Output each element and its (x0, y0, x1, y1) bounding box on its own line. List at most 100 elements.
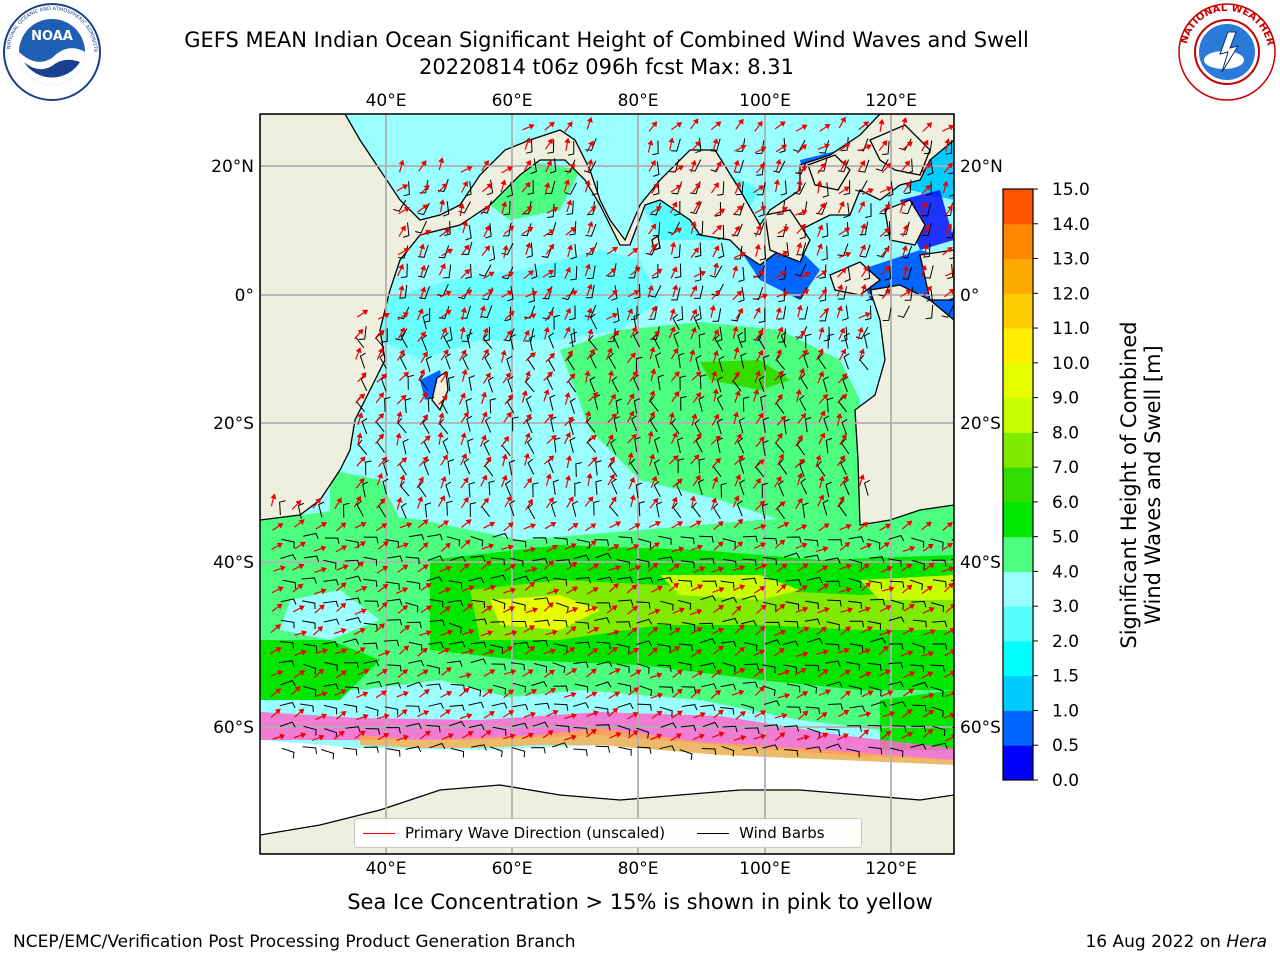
wind-barb (822, 499, 829, 516)
wave-arrow (921, 139, 929, 152)
wind-barb (448, 376, 455, 392)
wave-arrow (566, 373, 576, 384)
wave-arrow (335, 670, 347, 679)
wind-barb (869, 556, 885, 563)
wave-arrow (483, 271, 495, 280)
wave-arrow (607, 370, 615, 384)
wave-arrow (459, 672, 472, 679)
wave-arrow (606, 605, 618, 614)
wave-arrow (563, 431, 571, 445)
wave-arrow (942, 180, 949, 194)
wave-arrow (376, 347, 384, 360)
wind-barb (507, 376, 514, 393)
wave-arrow (544, 182, 551, 195)
wave-arrow (922, 728, 934, 738)
wave-arrow (353, 495, 362, 508)
wave-arrow (837, 709, 850, 718)
lat-label-right-60s: 60°S (960, 718, 1001, 738)
wind-barb (758, 201, 765, 218)
wind-barb (865, 203, 872, 218)
wave-arrow (689, 520, 702, 528)
wind-barb (786, 579, 802, 586)
wave-arrow (648, 159, 656, 172)
wave-arrow (753, 185, 765, 194)
wave-arrow (481, 411, 488, 424)
wind-barb (541, 245, 553, 258)
wave-arrow (292, 605, 305, 613)
wave-arrow (584, 263, 591, 277)
wave-arrow (882, 711, 896, 718)
wind-barb (671, 287, 681, 301)
wave-arrow (584, 496, 594, 507)
wave-arrow (461, 289, 473, 298)
wave-arrow (818, 475, 825, 489)
wave-arrow (797, 563, 809, 572)
wind-barb (718, 355, 725, 372)
wave-arrow (777, 226, 790, 234)
wave-arrow (417, 710, 430, 717)
wave-arrow (314, 691, 328, 697)
wind-barb (527, 503, 536, 520)
wave-arrow (902, 545, 916, 552)
wave-arrow (272, 523, 284, 531)
wave-arrow (479, 434, 487, 447)
wind-barb (889, 580, 905, 588)
legend-item-wave-direction: Primary Wave Direction (unscaled) (363, 824, 665, 842)
wind-barb (910, 743, 927, 750)
wind-barb (594, 539, 609, 546)
wave-arrow (480, 497, 489, 509)
colorbar-tick-label: 0.0 (1052, 771, 1079, 791)
wave-arrow (650, 368, 657, 382)
wave-arrow (649, 453, 656, 467)
wind-barb (613, 307, 620, 324)
wave-arrow (795, 388, 802, 402)
wind-barb (403, 181, 410, 197)
wind-barb (657, 643, 671, 653)
wave-arrow (481, 560, 492, 570)
wind-barb (303, 686, 317, 696)
wave-arrow (755, 329, 764, 341)
wave-arrow (754, 146, 767, 154)
wave-arrow (356, 456, 366, 467)
wind-barb (720, 707, 735, 715)
wind-barb (466, 332, 473, 349)
wind-barb (379, 352, 387, 369)
wave-arrow (860, 582, 871, 592)
wind-barb (553, 314, 561, 330)
wind-barb (697, 479, 705, 495)
wave-arrow (776, 326, 784, 339)
wave-arrow (817, 162, 826, 174)
wind-barb (673, 244, 681, 259)
colorbar-title: Significant Height of Combined Wind Wave… (1117, 320, 1165, 650)
wave-arrow (563, 416, 574, 427)
wind-barb (425, 355, 432, 372)
wave-arrow (691, 584, 704, 592)
wave-arrow (732, 411, 739, 425)
wave-arrow (546, 588, 560, 595)
wave-arrow (647, 430, 654, 444)
wind-barb (468, 686, 482, 697)
wave-arrow (713, 709, 724, 719)
wind-barb (875, 159, 889, 172)
wind-barb (405, 602, 419, 613)
wind-barb (858, 159, 870, 173)
wind-barb (591, 180, 599, 196)
wind-barb (722, 662, 736, 673)
wave-arrow (586, 307, 593, 321)
footer-credit: NCEP/EMC/Verification Post Processing Pr… (13, 932, 576, 952)
wave-arrow (753, 270, 765, 279)
wind-barb (849, 620, 865, 628)
wave-arrow (775, 158, 782, 172)
wave-arrow (880, 246, 890, 257)
wind-barb (384, 706, 399, 716)
wave-arrow (858, 312, 871, 319)
wave-arrow (419, 243, 426, 257)
wave-arrow (524, 581, 536, 591)
wind-barb (762, 355, 770, 371)
wind-barb (400, 502, 407, 519)
wave-arrow (668, 411, 675, 425)
wave-arrow (500, 435, 510, 447)
wind-barb (807, 727, 821, 739)
wind-barb (756, 181, 766, 196)
wind-barb (859, 244, 871, 258)
